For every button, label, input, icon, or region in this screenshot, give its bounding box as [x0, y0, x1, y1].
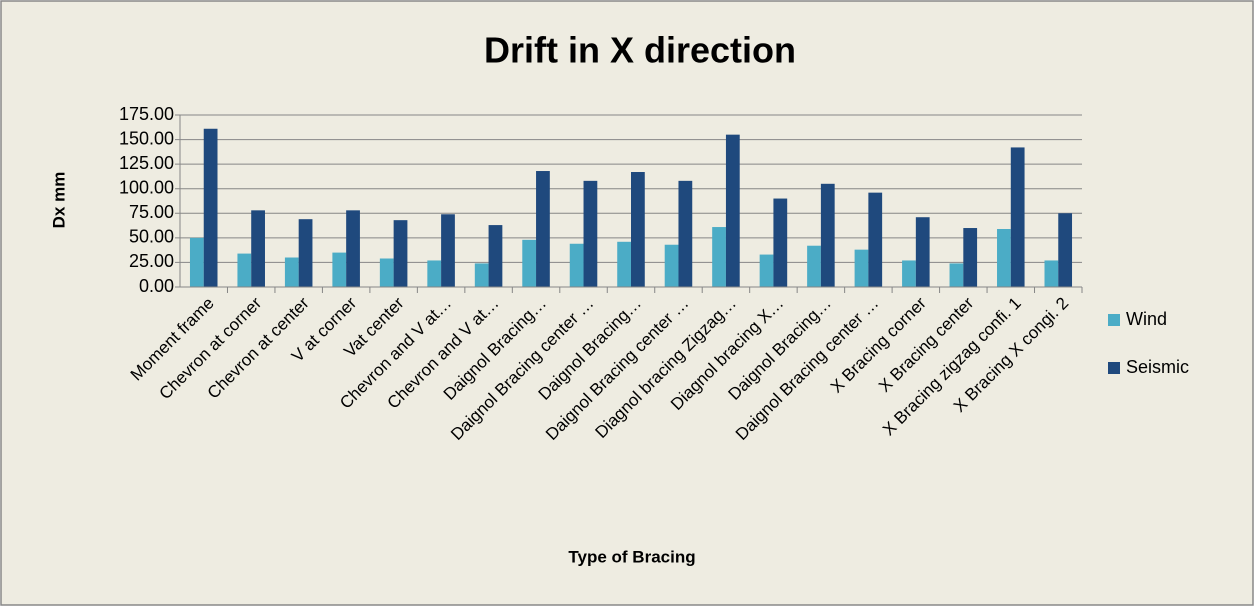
bar — [536, 171, 550, 287]
bar — [915, 217, 930, 287]
bar — [854, 249, 869, 287]
bar — [773, 198, 788, 287]
bar — [631, 172, 645, 287]
y-tick-label: 100.00 — [119, 177, 174, 197]
y-tick-label: 150.00 — [119, 128, 174, 148]
bar — [1044, 260, 1059, 287]
bar — [569, 243, 584, 287]
bar — [725, 134, 740, 287]
y-tick-label: 50.00 — [129, 227, 174, 247]
bar — [203, 128, 218, 287]
bar — [251, 210, 265, 287]
bar — [1058, 213, 1073, 287]
y-tick-label: 175.00 — [119, 104, 174, 124]
y-axis-label: Dx mm — [49, 172, 68, 229]
bar — [1010, 147, 1025, 287]
bar — [820, 183, 835, 287]
bar — [379, 258, 394, 287]
bar — [678, 180, 693, 287]
bar — [284, 257, 299, 287]
bar — [441, 214, 455, 287]
bar — [583, 180, 598, 287]
bar — [949, 263, 964, 287]
bar — [474, 263, 489, 287]
bar — [963, 228, 978, 287]
bar — [807, 245, 821, 287]
legend-swatch — [1108, 362, 1120, 374]
y-tick-label: 25.00 — [129, 251, 174, 271]
y-tick-label: 75.00 — [129, 202, 174, 222]
bar — [237, 253, 252, 287]
bar — [759, 254, 774, 287]
bar — [488, 225, 503, 287]
bar — [298, 219, 313, 287]
x-axis-label: Type of Bracing — [568, 547, 695, 566]
bar — [393, 220, 408, 287]
legend-swatch — [1108, 314, 1120, 326]
bar — [189, 237, 204, 287]
legend-label: Wind — [1126, 309, 1167, 329]
chart-title: Drift in X direction — [484, 30, 796, 71]
y-tick-label: 125.00 — [119, 153, 174, 173]
y-tick-label: 0.00 — [139, 276, 174, 296]
bar — [346, 210, 360, 287]
legend-label: Seismic — [1126, 357, 1189, 377]
bar — [522, 239, 537, 287]
bar — [332, 252, 347, 287]
bar — [997, 229, 1011, 287]
bar — [712, 227, 726, 287]
bar — [664, 244, 679, 287]
bar — [868, 192, 883, 287]
bar — [427, 260, 442, 287]
bar — [902, 260, 916, 287]
bar — [617, 241, 631, 287]
